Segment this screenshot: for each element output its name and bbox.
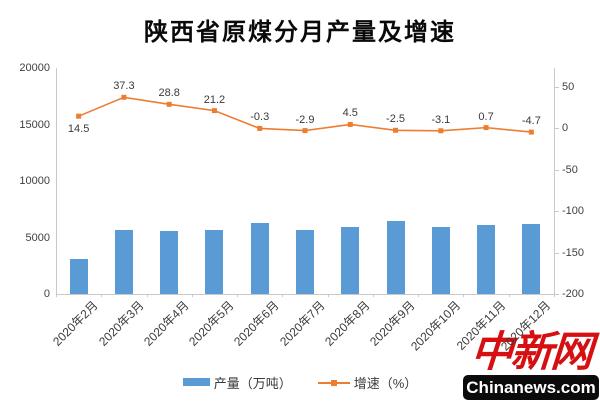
x-axis-tick-mark: [191, 294, 193, 297]
left-axis-tick-label: 0: [43, 288, 50, 300]
line-point-label: 37.3: [113, 80, 135, 93]
line-point-label: -4.7: [521, 115, 541, 128]
bar-2020年12月: [522, 224, 541, 294]
x-axis-line: [56, 294, 555, 295]
line-point-label: -2.5: [386, 113, 406, 126]
x-axis-tick-mark: [146, 294, 148, 297]
line-marker: [438, 128, 444, 134]
bar-2020年5月: [205, 230, 224, 294]
left-axis-tick-label: 5000: [25, 231, 50, 244]
x-axis-tick-mark: [372, 294, 374, 297]
line-point-label: -3.1: [431, 113, 451, 126]
x-axis-tick-mark: [508, 294, 510, 297]
chart-title: 陕西省原煤分月产量及增速: [144, 18, 456, 46]
line-marker: [347, 121, 353, 127]
line-marker: [393, 127, 399, 133]
line-marker: [211, 108, 217, 114]
right-axis-tick-mark: [554, 211, 559, 213]
bar-2020年2月: [69, 258, 88, 294]
line-point-label: -0.3: [250, 111, 270, 124]
line-marker: [528, 129, 534, 135]
line-marker: [166, 101, 172, 107]
x-axis-tick-mark: [418, 294, 420, 297]
right-axis-tick-mark: [554, 86, 559, 88]
line-point-label: 21.2: [203, 93, 226, 106]
right-axis-tick-mark: [554, 294, 559, 295]
right-axis-tick-mark: [554, 252, 559, 254]
line-marker: [257, 125, 263, 131]
bar-2020年10月: [431, 226, 450, 294]
x-axis-tick-mark: [554, 294, 555, 297]
legend-item-production: 产量（万吨）: [182, 373, 292, 392]
x-axis-tick-mark: [237, 294, 239, 297]
legend-line-label: 增速（%）: [353, 375, 418, 391]
line-point-label: 4.5: [342, 107, 358, 120]
right-axis-tick-label: -50: [562, 163, 578, 176]
right-axis-tick-label: -200: [562, 288, 585, 300]
bar-2020年9月: [386, 221, 405, 294]
x-axis-tick-mark: [56, 294, 57, 297]
x-axis-tick-mark: [463, 294, 465, 297]
bar-2020年8月: [341, 226, 360, 294]
line-point-label: 14.5: [67, 123, 90, 136]
right-axis-tick-label: -100: [562, 205, 585, 218]
line-marker: [302, 128, 308, 134]
chinanews-watermark: 中新网 Chinanews.com: [463, 327, 599, 400]
line-marker: [483, 125, 489, 131]
legend-bar-label: 产量（万吨）: [213, 375, 292, 391]
left-axis-tick-label: 15000: [19, 118, 50, 131]
legend-line-swatch-icon: [317, 378, 350, 387]
right-axis-tick-mark: [554, 169, 559, 171]
x-axis-tick-mark: [327, 294, 329, 297]
right-axis-tick-mark: [554, 128, 559, 130]
legend-bar-swatch-icon: [182, 378, 210, 386]
left-axis-line: [56, 68, 57, 294]
bar-2020年3月: [114, 229, 133, 294]
line-point-label: 0.7: [478, 110, 494, 123]
bar-2020年4月: [160, 230, 179, 294]
bar-2020年6月: [250, 223, 269, 294]
left-axis-tick-label: 10000: [19, 175, 50, 187]
bar-2020年7月: [296, 229, 314, 294]
chinanews-url-badge: Chinanews.com: [463, 375, 599, 400]
bar-2020年11月: [477, 224, 496, 294]
x-axis-tick-mark: [282, 294, 284, 297]
legend: 产量（万吨） 增速（%）: [0, 371, 600, 393]
right-axis-line: [554, 68, 555, 294]
line-marker: [76, 113, 82, 119]
right-axis-tick-label: 0: [562, 122, 569, 135]
line-point-label: 28.8: [158, 87, 180, 100]
line-point-label: -2.9: [295, 113, 315, 126]
left-axis-tick-label: 20000: [19, 62, 50, 74]
right-axis-tick-label: 50: [562, 80, 575, 93]
right-axis-tick-label: -150: [562, 246, 585, 259]
line-marker: [121, 94, 127, 100]
legend-item-growth: 增速（%）: [317, 373, 418, 392]
x-axis-tick-mark: [101, 294, 103, 297]
